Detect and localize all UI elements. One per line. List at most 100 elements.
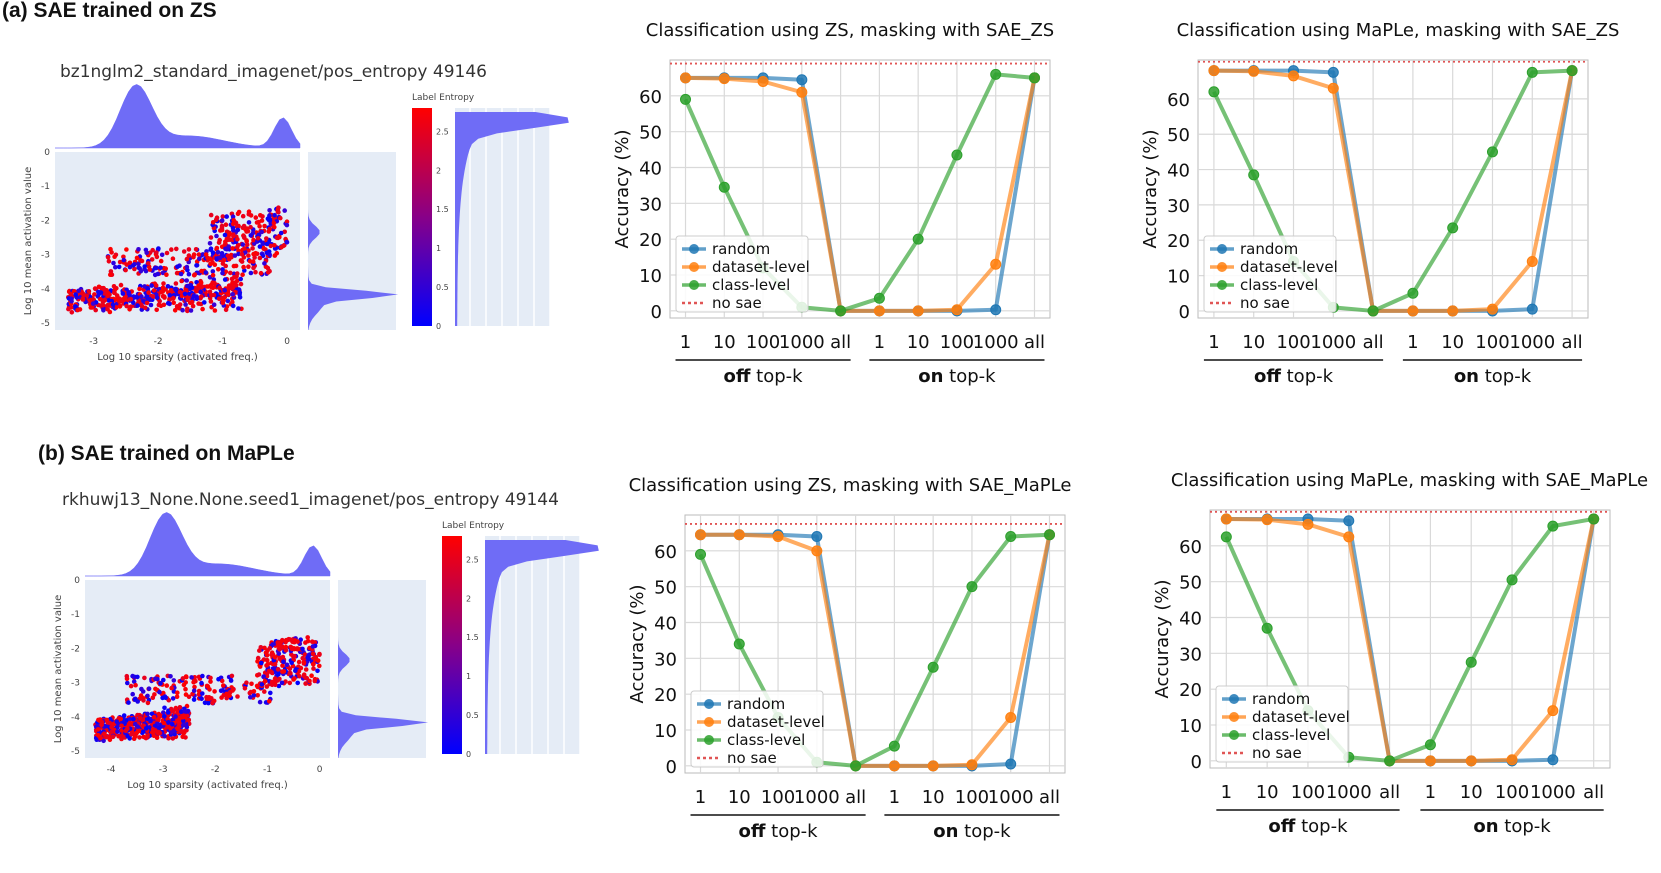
y-tick-label: 60 bbox=[1179, 537, 1202, 558]
data-point-class-level bbox=[1486, 146, 1498, 158]
scatter-point bbox=[142, 284, 147, 289]
x-tick-label: 1000 bbox=[1326, 782, 1372, 803]
scatter-point bbox=[164, 272, 169, 277]
scatter-x-tick: -1 bbox=[218, 337, 227, 347]
scatter-point bbox=[251, 692, 257, 698]
scatter-point bbox=[146, 261, 151, 266]
x-tick-label: 1000 bbox=[1509, 332, 1555, 353]
data-point-dataset-level bbox=[1526, 255, 1538, 267]
scatter-point bbox=[307, 645, 312, 651]
x-tick-label: all bbox=[1583, 782, 1604, 803]
scatter-point bbox=[295, 639, 300, 644]
scatter-point bbox=[216, 267, 221, 272]
scatter-point bbox=[257, 255, 263, 261]
scatter-point bbox=[160, 270, 166, 276]
y-axis-label: Accuracy (%) bbox=[612, 129, 633, 248]
scatter-point bbox=[264, 241, 270, 247]
legend-marker bbox=[704, 699, 714, 709]
scatter-point bbox=[158, 681, 163, 686]
scatter-point bbox=[269, 670, 275, 675]
legend-marker bbox=[689, 280, 699, 290]
scatter-point bbox=[110, 302, 116, 307]
scatter-point bbox=[270, 642, 276, 647]
scatter-point bbox=[123, 267, 128, 273]
data-point-dataset-level bbox=[1288, 70, 1300, 82]
scatter-point bbox=[108, 272, 113, 277]
scatter-point bbox=[168, 674, 173, 679]
scatter-point bbox=[135, 674, 140, 680]
legend-box bbox=[1203, 235, 1337, 313]
scatter-point bbox=[81, 292, 86, 298]
data-point-random bbox=[1526, 303, 1538, 315]
scatter-point bbox=[230, 688, 235, 693]
data-point-random bbox=[1343, 515, 1355, 527]
scatter-point bbox=[257, 699, 263, 705]
scatter-point bbox=[305, 635, 311, 640]
data-point-class-level bbox=[1028, 72, 1040, 84]
group-label-on: on top-k bbox=[1473, 816, 1551, 837]
scatter-point bbox=[236, 306, 241, 311]
data-point-class-level bbox=[1506, 574, 1518, 586]
scatter-point bbox=[284, 219, 290, 224]
scatter-point bbox=[261, 674, 266, 679]
scatter-point bbox=[245, 228, 251, 234]
scatter-point bbox=[212, 308, 218, 313]
x-tick-label: all bbox=[830, 332, 851, 353]
data-point-class-level bbox=[1367, 305, 1379, 317]
scatter-point bbox=[244, 239, 249, 244]
scatter-point bbox=[235, 227, 241, 233]
x-tick-label: 1 bbox=[695, 787, 706, 808]
scatter-point bbox=[208, 261, 213, 267]
scatter-point bbox=[113, 264, 118, 270]
data-point-dataset-level bbox=[1486, 303, 1498, 315]
scatter-point bbox=[92, 292, 97, 297]
scatter-point bbox=[212, 689, 217, 694]
scatter-point bbox=[219, 218, 225, 223]
scatter-point bbox=[101, 738, 106, 744]
scatter-point bbox=[280, 669, 285, 674]
y-tick-label: 40 bbox=[1167, 161, 1190, 182]
scatter-point bbox=[188, 308, 194, 313]
scatter-point bbox=[246, 211, 252, 217]
scatter-point bbox=[317, 651, 322, 657]
scatter-point bbox=[132, 266, 137, 272]
scatter-point bbox=[102, 287, 107, 292]
scatter-point bbox=[158, 258, 164, 264]
scatter-point bbox=[69, 310, 75, 315]
scatter-point bbox=[184, 256, 190, 262]
scatter-point bbox=[119, 723, 124, 729]
scatter-point bbox=[301, 673, 307, 679]
scatter-y-tick: -5 bbox=[41, 319, 50, 329]
data-point-class-level bbox=[1588, 513, 1600, 525]
scatter-point bbox=[142, 264, 147, 269]
scatter-point bbox=[235, 694, 240, 699]
series-line-class-level bbox=[698, 532, 1050, 768]
scatter-point bbox=[77, 307, 83, 312]
scatter-point bbox=[303, 681, 308, 686]
scatter-point bbox=[199, 696, 204, 702]
scatter-point bbox=[174, 694, 180, 700]
scatter-point bbox=[210, 272, 216, 278]
scatter-point bbox=[144, 250, 149, 255]
scatter-point bbox=[165, 300, 171, 306]
scatter-point bbox=[170, 696, 176, 701]
scatter-point bbox=[207, 289, 213, 295]
scatter-point bbox=[145, 711, 150, 717]
data-point-dataset-level bbox=[1343, 531, 1355, 543]
data-point-dataset-level bbox=[772, 531, 784, 542]
scatter-point bbox=[273, 682, 278, 688]
scatter-point bbox=[257, 224, 262, 229]
scatter-point bbox=[141, 734, 146, 740]
data-point-class-level bbox=[1526, 66, 1538, 78]
scatter-point bbox=[125, 680, 130, 686]
scatter-point bbox=[126, 700, 131, 705]
scatter-y-tick: -4 bbox=[41, 285, 50, 295]
scatter-point bbox=[230, 292, 235, 297]
scatter-point bbox=[251, 689, 257, 694]
scatter-point bbox=[300, 655, 306, 661]
scatter-x-tick: -3 bbox=[159, 765, 168, 775]
scatter-point bbox=[231, 227, 236, 233]
scatter-point bbox=[118, 282, 124, 288]
scatter-point bbox=[168, 725, 173, 731]
scatter-point bbox=[198, 283, 204, 289]
